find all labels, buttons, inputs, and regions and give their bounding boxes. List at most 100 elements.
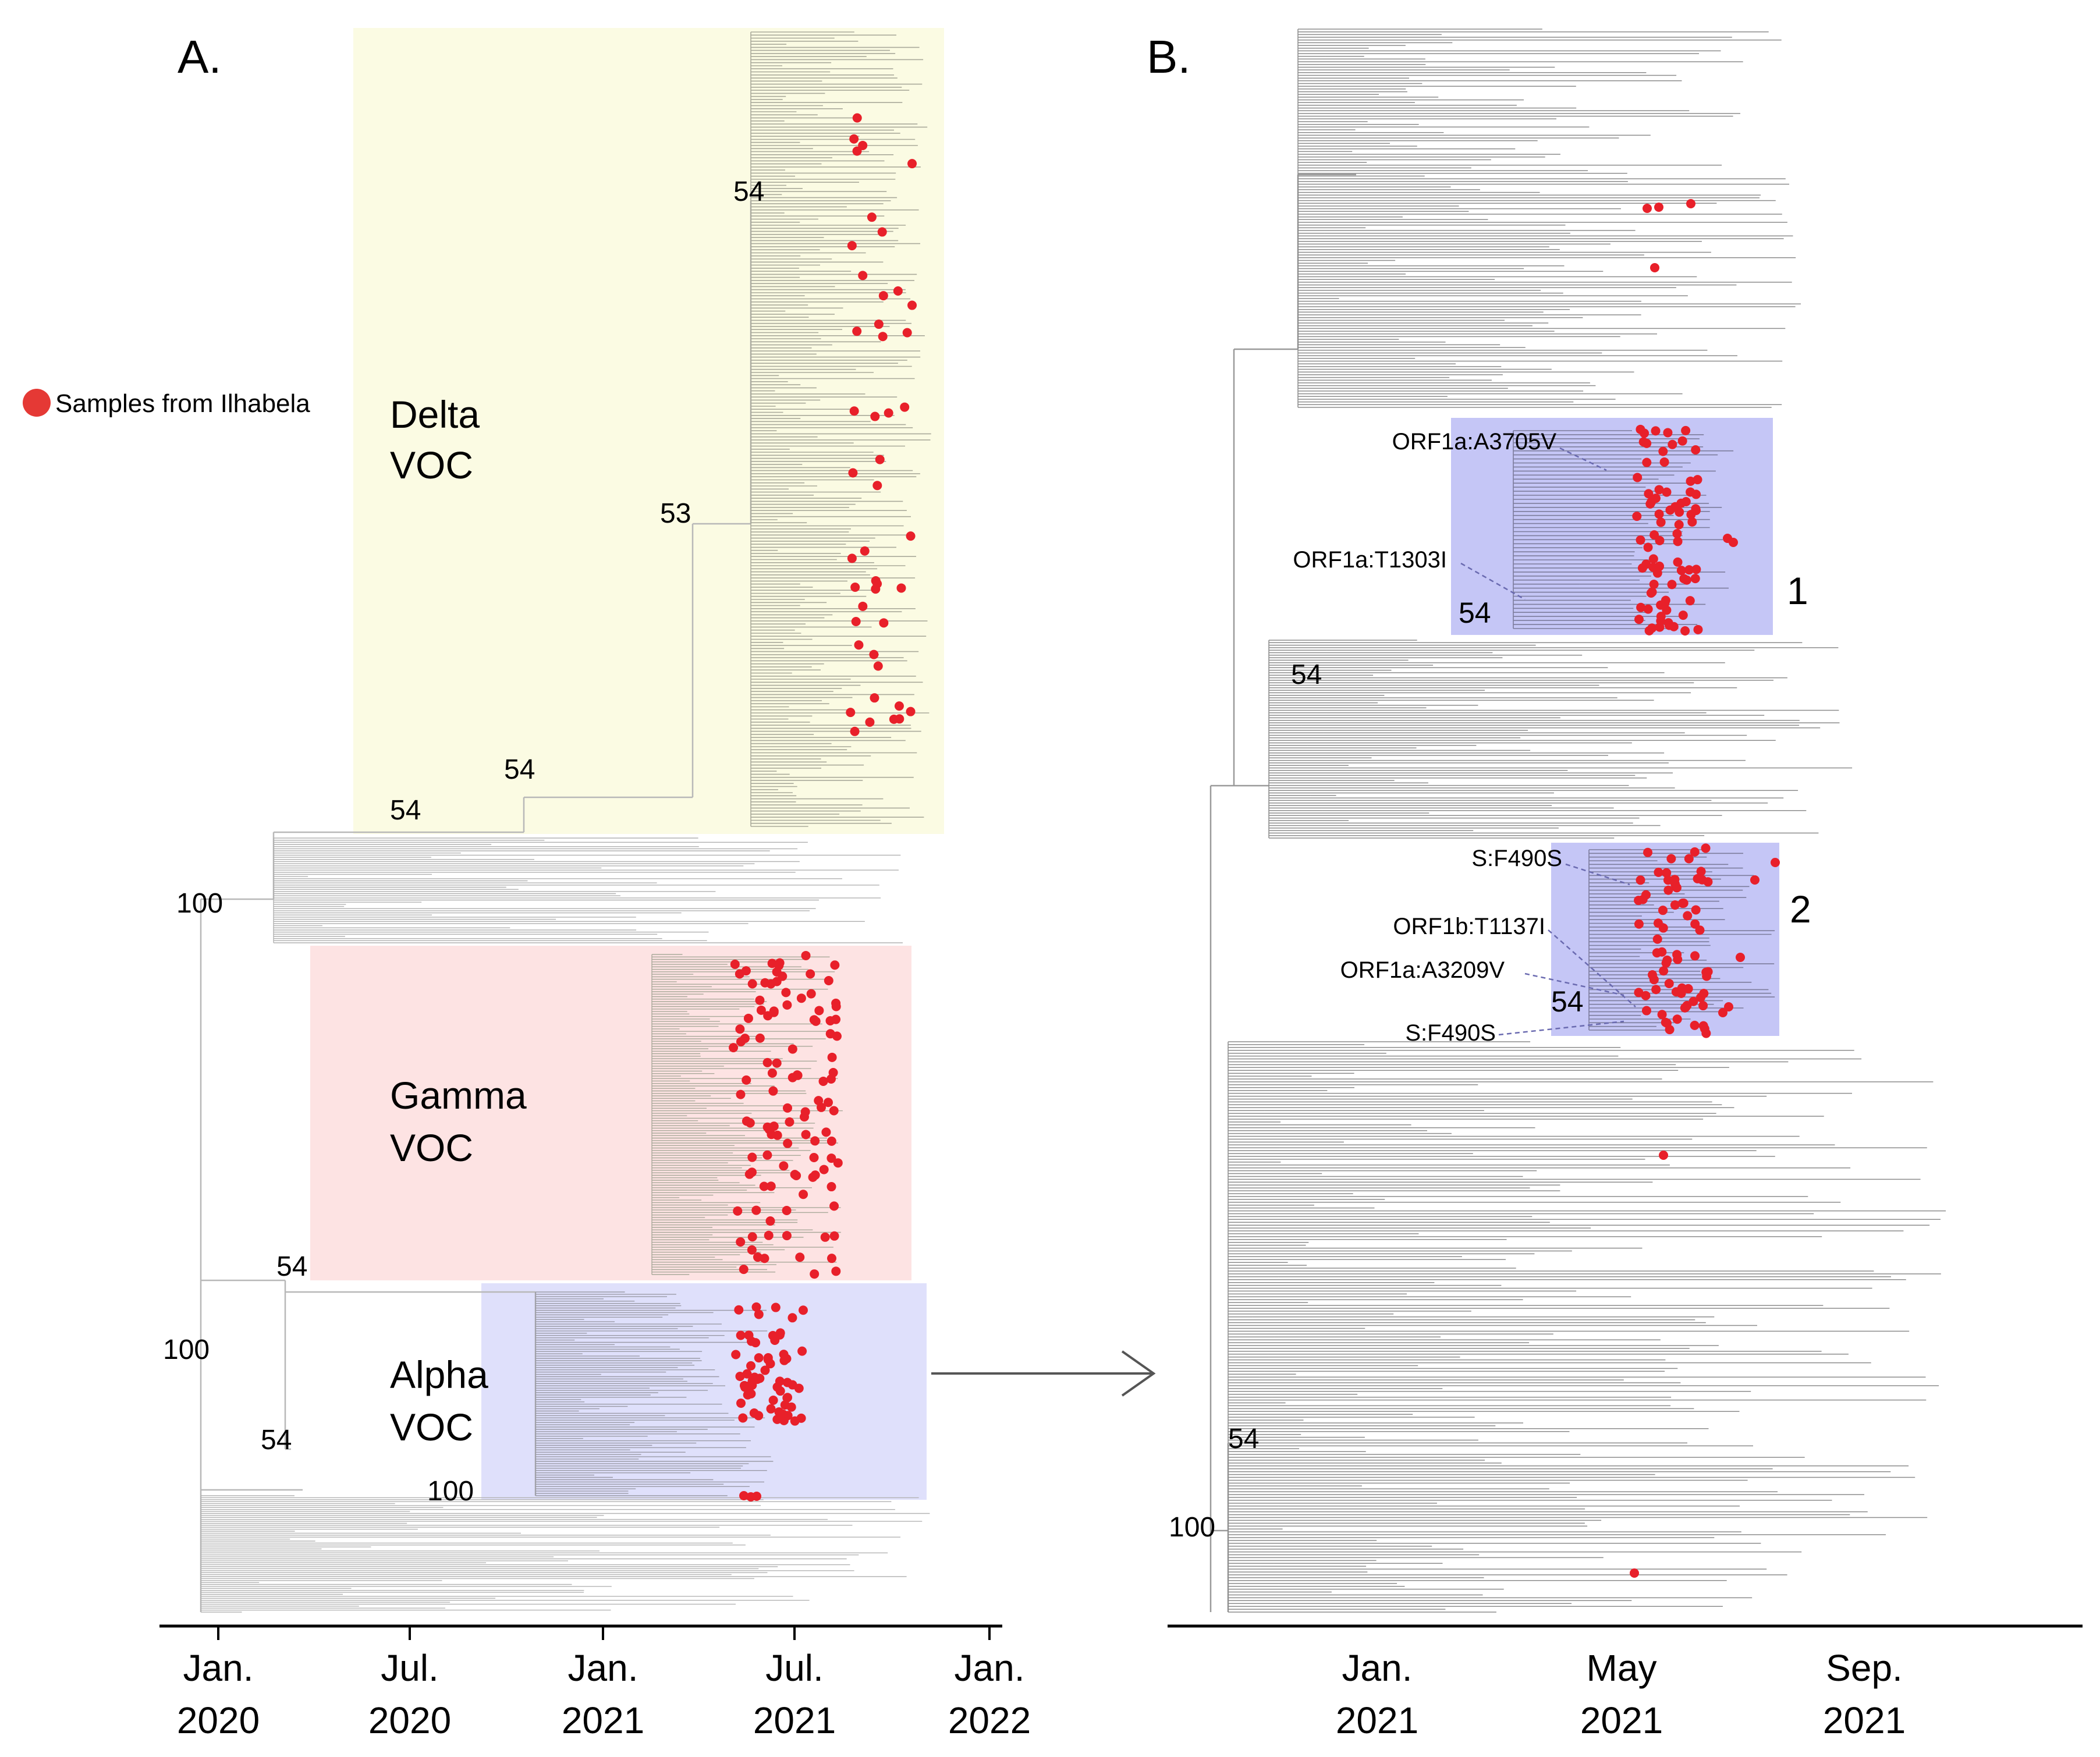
sample-marker [1633, 473, 1643, 482]
sample-marker [875, 455, 885, 464]
sample-marker [755, 1373, 765, 1383]
sample-marker [1638, 437, 1648, 447]
sample-marker [764, 1230, 774, 1240]
sample-marker [907, 159, 917, 169]
support-value: 54 [1228, 1424, 1259, 1454]
sample-marker [869, 649, 879, 659]
tree-a-branches [200, 31, 931, 1613]
sample-marker [1690, 1020, 1700, 1030]
tree-b-branches [1209, 29, 1946, 1613]
sample-marker [735, 1371, 745, 1381]
sample-marker [754, 1353, 764, 1363]
sample-marker [867, 212, 877, 222]
sample-marker [1701, 843, 1711, 853]
sample-marker [1636, 602, 1646, 612]
sample-marker [874, 320, 884, 329]
sample-marker [739, 1491, 749, 1500]
support-value: 100 [163, 1334, 210, 1365]
sample-marker [831, 1014, 841, 1024]
sample-marker [799, 1112, 809, 1122]
sample-marker [1666, 854, 1676, 864]
sample-marker [1750, 875, 1760, 885]
sample-marker [820, 1232, 830, 1242]
support-value: 53 [660, 498, 691, 529]
legend-sample-marker [23, 389, 51, 417]
sample-marker [739, 1265, 749, 1275]
support-value: 54 [1459, 597, 1491, 629]
sample-marker [809, 1015, 819, 1025]
gamma-label-line1: Gamma [390, 1074, 527, 1117]
sample-marker [1654, 509, 1664, 519]
sample-marker [752, 1492, 761, 1501]
axis-a-month: Jul. [381, 1647, 439, 1689]
sample-marker [1729, 538, 1738, 547]
sample-marker [782, 1393, 792, 1403]
sample-marker [814, 1006, 824, 1016]
panel-a-label: A. [178, 31, 222, 83]
support-value: 54 [504, 754, 535, 785]
support-value: 54 [390, 795, 421, 826]
mutation-label: S:F490S [1471, 846, 1562, 871]
sample-marker [735, 1024, 745, 1034]
sample-marker [782, 1354, 792, 1364]
sample-marker [893, 286, 903, 296]
sample-marker [858, 601, 868, 611]
sample-marker [1636, 875, 1645, 885]
sample-marker [1659, 966, 1669, 976]
sample-marker [1657, 1010, 1667, 1020]
delta-label-line1: Delta [390, 393, 480, 436]
sample-marker [1672, 1014, 1682, 1024]
sample-marker [1658, 906, 1668, 915]
sample-marker [1668, 439, 1677, 449]
sample-marker [733, 1206, 743, 1216]
sample-marker [762, 1150, 772, 1160]
sample-marker [847, 553, 857, 563]
axis-b-month: Sep. [1826, 1647, 1903, 1689]
sample-marker [877, 227, 887, 237]
sample-marker [823, 1098, 833, 1108]
sample-marker [1675, 507, 1684, 517]
alpha-clade-branches [535, 1291, 774, 1496]
sample-marker [1771, 858, 1780, 867]
panel-b: B. ORF1a:A3705V ORF1a:T1303I S:F490S ORF… [1147, 29, 2083, 1741]
sample-marker [767, 1130, 776, 1140]
sample-marker [792, 1171, 801, 1181]
sample-marker [1691, 445, 1701, 455]
sample-marker [1677, 983, 1687, 993]
sample-marker [1691, 504, 1701, 514]
sample-marker [902, 328, 912, 338]
sample-marker [1641, 559, 1651, 569]
sample-marker [854, 640, 864, 650]
sample-marker [1634, 615, 1644, 624]
sample-marker [884, 408, 893, 418]
basal-branches [200, 1495, 930, 1613]
mutation-label: ORF1a:A3705V [1392, 429, 1557, 455]
sample-marker [806, 969, 815, 979]
delta-clade-branches [750, 31, 931, 827]
tree-a-samples [729, 113, 917, 1502]
sample-marker [1649, 975, 1659, 985]
sample-marker [852, 146, 862, 156]
axis-a-ticks [217, 1626, 991, 1640]
sample-marker [1643, 542, 1653, 552]
sample-marker [768, 1395, 778, 1405]
sample-marker [747, 1152, 757, 1162]
support-value: 54 [276, 1251, 307, 1282]
sample-marker [1662, 487, 1672, 497]
sample-marker [1670, 875, 1680, 885]
sample-marker [850, 582, 860, 592]
sample-marker [1669, 622, 1679, 631]
sample-marker [788, 1073, 797, 1082]
sample-marker [755, 995, 765, 1005]
sample-marker [1736, 953, 1745, 962]
tree-b-samples [1630, 199, 1780, 1578]
sample-marker [1686, 487, 1695, 497]
sample-marker [1677, 899, 1687, 908]
sample-marker [1673, 954, 1683, 964]
sample-marker [734, 1305, 744, 1315]
panel-b-label: B. [1147, 31, 1191, 83]
support-value: 100 [1169, 1512, 1215, 1543]
sample-marker [772, 1058, 782, 1068]
sample-marker [754, 1309, 764, 1319]
axis-a-year: 2021 [562, 1699, 644, 1741]
